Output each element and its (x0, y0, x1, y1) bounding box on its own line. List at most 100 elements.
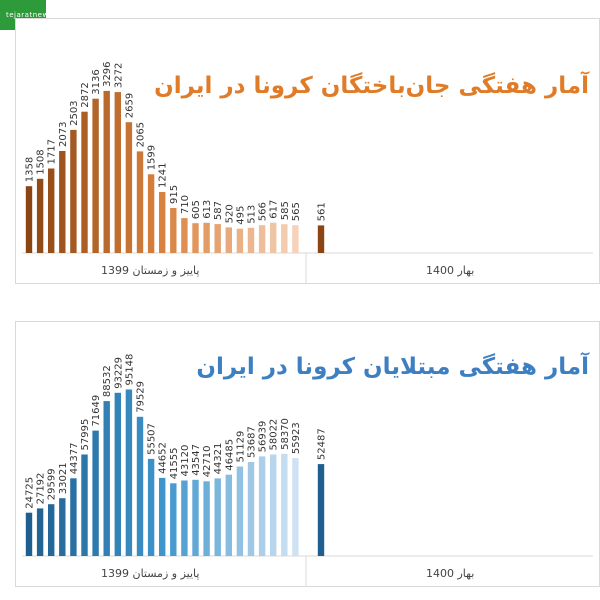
deaths-bar-label-4: 2503 (69, 100, 80, 125)
deaths-bar-14 (181, 218, 188, 253)
deaths-bar-7 (103, 90, 110, 254)
deaths-bar-label-2: 1717 (47, 139, 58, 164)
deaths-bar-label-21: 566 (258, 202, 269, 221)
cases-bar-15 (192, 479, 199, 556)
deaths-bar-label-10: 2065 (136, 122, 147, 147)
deaths-bar-label-19: 495 (235, 206, 246, 225)
deaths-bar-label-18: 520 (224, 204, 235, 223)
cases-bar-9 (125, 389, 133, 556)
deaths-bar-24 (292, 225, 299, 253)
deaths-bar-label-3: 2073 (58, 122, 69, 147)
deaths-bar-0 (25, 186, 33, 253)
cases-bar-label-20: 53687 (247, 426, 258, 458)
cases-bar-21 (258, 456, 266, 556)
cases-bar-22 (270, 454, 277, 556)
cases-bar-label-22: 58022 (269, 419, 280, 451)
cases-period-1399-label: پاییز و زمستان 1399 (101, 567, 200, 580)
cases-bar-2 (48, 504, 55, 556)
cases-bar-16 (203, 481, 210, 556)
cases-bar-label-12: 44652 (158, 442, 169, 474)
deaths-period-1400-label: بهار 1400 (426, 264, 475, 277)
deaths-bar-label-14: 710 (180, 195, 191, 214)
cases-period-1400-label: بهار 1400 (426, 567, 475, 580)
cases-bar-label-19: 51129 (235, 431, 246, 463)
cases-bar-label-13: 41555 (169, 447, 180, 479)
cases-chart: 24725 27192 29599 3302144377579957164988532… (22, 354, 593, 586)
cases-bar-label-25: 52487 (317, 428, 328, 460)
cases-bar-0 (25, 512, 33, 556)
cases-bar-label-8: 93229 (113, 357, 124, 389)
deaths-bar-label-16: 613 (202, 200, 213, 219)
cases-bar-5 (81, 454, 88, 556)
deaths-bar-20 (247, 227, 255, 253)
deaths-bar-5 (81, 111, 88, 253)
cases-bar-7 (103, 401, 110, 556)
cases-bar-11 (147, 458, 155, 556)
deaths-bar-8 (114, 92, 121, 253)
deaths-bar-4 (70, 129, 77, 253)
deaths-bar-label-7: 3296 (102, 61, 113, 86)
cases-bar-6 (92, 430, 99, 556)
cases-bar-label-7: 88532 (102, 365, 113, 397)
cases-bar-12 (159, 477, 166, 556)
cases-bar-25 (317, 464, 325, 556)
deaths-bar-23 (281, 224, 288, 253)
cases-bar-17 (214, 478, 221, 556)
deaths-bar-label-12: 1241 (158, 163, 169, 188)
deaths-bar-18 (225, 227, 232, 253)
cases-bar-18 (225, 474, 232, 556)
cases-bar-label-6: 71649 (91, 395, 102, 427)
cases-bar-label-3: 33021 (58, 462, 69, 494)
deaths-bar-25 (317, 225, 325, 253)
cases-bar-label-16: 42710 (202, 445, 213, 477)
cases-bar-label-17: 44321 (213, 443, 224, 475)
deaths-chart-title: آمار هفتگی جان‌باختگان کرونا در ایران (154, 73, 589, 99)
deaths-bar-2 (48, 168, 55, 253)
deaths-period-1399-label: پاییز و زمستان 1399 (101, 264, 200, 277)
deaths-chart-panel: 1358 1508 1717 2073 2503 2872 3136 3296 3272 2659… (15, 18, 600, 284)
deaths-bar-3 (59, 151, 66, 253)
deaths-bar-6 (92, 98, 99, 253)
deaths-bar-label-6: 3136 (91, 69, 102, 94)
cases-bar-4 (70, 478, 77, 556)
cases-bar-13 (170, 483, 177, 556)
deaths-bar-label-8: 3272 (113, 63, 124, 88)
cases-bar-label-23: 58370 (280, 418, 291, 450)
cases-chart-panel: 24725 27192 29599 33021 44377 57995 71649 88532… (15, 321, 600, 587)
cases-bar-14 (181, 480, 188, 556)
cases-bar-19 (236, 466, 244, 556)
deaths-bar-label-22: 617 (269, 200, 280, 219)
cases-bar-23 (281, 453, 288, 556)
cases-bar-label-5: 57995 (80, 419, 91, 451)
cases-bar-label-9: 95148 (124, 354, 135, 386)
cases-chart-title: آمار هفتگی مبتلایان کرونا در ایران (196, 354, 589, 380)
deaths-bar-label-11: 1599 (147, 145, 158, 170)
deaths-bar-label-5: 2872 (80, 82, 91, 107)
cases-bar-label-24: 55923 (291, 422, 302, 454)
deaths-bar-label-15: 605 (191, 200, 202, 219)
deaths-bar-1 (36, 178, 44, 253)
deaths-bar-22 (270, 222, 277, 253)
cases-bar-label-21: 56939 (258, 421, 269, 453)
cases-bar-label-1: 27192 (36, 473, 47, 505)
deaths-bar-13 (170, 208, 177, 253)
cases-bar-label-2: 29599 (47, 468, 58, 500)
deaths-bar-11 (147, 174, 155, 253)
cases-bar-label-14: 43120 (180, 445, 191, 477)
deaths-bar-label-23: 585 (280, 201, 291, 220)
deaths-bar-15 (192, 223, 199, 253)
deaths-bar-label-1: 1508 (36, 149, 47, 174)
deaths-bar-19 (236, 228, 244, 253)
deaths-bar-label-13: 915 (169, 185, 180, 204)
cases-bar-label-0: 24725 (25, 477, 36, 509)
cases-bar-label-11: 55507 (147, 423, 158, 455)
deaths-bar-label-24: 565 (291, 202, 302, 221)
cases-bar-3 (59, 498, 66, 556)
deaths-bar-16 (203, 222, 210, 253)
deaths-bar-label-20: 513 (247, 205, 258, 224)
deaths-bar-10 (136, 151, 144, 253)
deaths-bar-label-9: 2659 (124, 93, 135, 118)
cases-bar-10 (136, 416, 144, 556)
deaths-bar-21 (258, 225, 266, 253)
